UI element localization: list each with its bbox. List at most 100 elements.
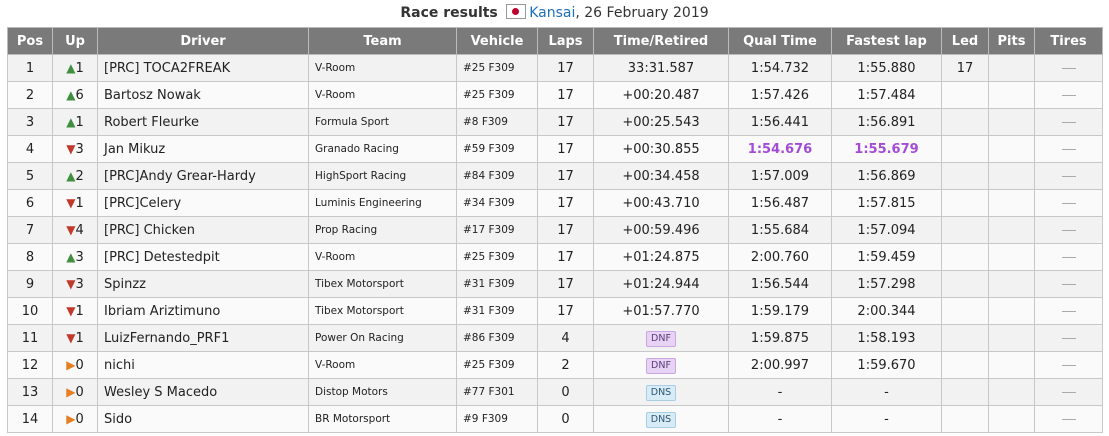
led-cell bbox=[941, 297, 989, 325]
qual-cell: - bbox=[728, 378, 832, 406]
pos-cell: 14 bbox=[7, 405, 53, 433]
tires-cell bbox=[1034, 270, 1103, 298]
time-value: +00:43.710 bbox=[622, 195, 700, 211]
led-cell bbox=[941, 135, 989, 163]
vehicle-cell: #25 F309 bbox=[456, 81, 538, 109]
vehicle-cell: #84 F309 bbox=[456, 162, 538, 190]
qual-cell: 2:00.760 bbox=[728, 243, 832, 271]
pits-cell bbox=[988, 216, 1035, 244]
pits-cell bbox=[988, 351, 1035, 379]
header-driver[interactable]: Driver bbox=[97, 27, 309, 55]
qual-cell: 1:59.875 bbox=[728, 324, 832, 352]
dash-icon bbox=[1061, 229, 1076, 231]
driver-cell: Robert Fleurke bbox=[97, 108, 309, 136]
led-cell bbox=[941, 351, 989, 379]
header-up[interactable]: Up bbox=[52, 27, 98, 55]
up-cell: ▼1 bbox=[52, 297, 98, 325]
pits-cell bbox=[988, 54, 1035, 82]
dash-icon bbox=[1061, 391, 1076, 393]
fastest-cell: 1:57.094 bbox=[831, 216, 942, 244]
pos-cell: 7 bbox=[7, 216, 53, 244]
laps-cell: 17 bbox=[537, 162, 594, 190]
laps-cell: 17 bbox=[537, 135, 594, 163]
qual-cell: 1:56.487 bbox=[728, 189, 832, 217]
driver-cell: [PRC] TOCA2FREAK bbox=[97, 54, 309, 82]
header-tires[interactable]: Tires bbox=[1034, 27, 1103, 55]
header-row: Pos Up Driver Team Vehicle Laps Time/Ret… bbox=[7, 27, 1103, 55]
up-cell: ▲3 bbox=[52, 243, 98, 271]
qual-cell: 1:55.684 bbox=[728, 216, 832, 244]
tires-cell bbox=[1034, 378, 1103, 406]
driver-cell: Sido bbox=[97, 405, 309, 433]
team-cell: V-Room bbox=[308, 81, 457, 109]
up-cell: ▼1 bbox=[52, 324, 98, 352]
team-cell: V-Room bbox=[308, 54, 457, 82]
time-cell: +00:34.458 bbox=[593, 162, 729, 190]
header-pits[interactable]: Pits bbox=[988, 27, 1035, 55]
tires-cell bbox=[1034, 297, 1103, 325]
tires-cell bbox=[1034, 351, 1103, 379]
pits-cell bbox=[988, 270, 1035, 298]
pos-cell: 13 bbox=[7, 378, 53, 406]
driver-cell: LuizFernando_PRF1 bbox=[97, 324, 309, 352]
table-row: 8 ▲3 [PRC] Detestedpit V-Room #25 F309 17 +01:… bbox=[7, 243, 1103, 271]
vehicle-cell: #25 F309 bbox=[456, 243, 538, 271]
tires-cell bbox=[1034, 135, 1103, 163]
vehicle-cell: #86 F309 bbox=[456, 324, 538, 352]
table-row: 5 ▲2 [PRC]Andy Grear-Hardy HighSport Racing… bbox=[7, 162, 1103, 190]
time-cell: +00:43.710 bbox=[593, 189, 729, 217]
pits-cell bbox=[988, 162, 1035, 190]
laps-cell: 17 bbox=[537, 270, 594, 298]
status-badge-dns: DNS bbox=[645, 411, 677, 428]
up-value: 3 bbox=[75, 276, 84, 292]
time-cell: +00:25.543 bbox=[593, 108, 729, 136]
header-led[interactable]: Led bbox=[941, 27, 989, 55]
vehicle-cell: #25 F309 bbox=[456, 54, 538, 82]
team-cell: Distop Motors bbox=[308, 378, 457, 406]
pos-cell: 11 bbox=[7, 324, 53, 352]
fastest-cell: 1:58.193 bbox=[831, 324, 942, 352]
up-cell: ▲1 bbox=[52, 108, 98, 136]
up-value: 4 bbox=[75, 222, 84, 238]
table-row: 3 ▲1 Robert Fleurke Formula Sport #8 F309 17 +… bbox=[7, 108, 1103, 136]
up-cell: ▲6 bbox=[52, 81, 98, 109]
triangle-down-icon: ▼ bbox=[66, 195, 76, 210]
header-team[interactable]: Team bbox=[308, 27, 457, 55]
header-time[interactable]: Time/Retired bbox=[593, 27, 729, 55]
header-qual[interactable]: Qual Time bbox=[728, 27, 832, 55]
fastest-cell: 1:59.670 bbox=[831, 351, 942, 379]
tires-cell bbox=[1034, 216, 1103, 244]
caption-title: Race results bbox=[400, 5, 498, 21]
time-cell: +00:20.487 bbox=[593, 81, 729, 109]
qual-cell: 1:59.179 bbox=[728, 297, 832, 325]
pits-cell bbox=[988, 378, 1035, 406]
header-vehicle[interactable]: Vehicle bbox=[456, 27, 538, 55]
pits-cell bbox=[988, 189, 1035, 217]
vehicle-cell: #31 F309 bbox=[456, 297, 538, 325]
table-row: 14 ▶0 Sido BR Motorsport #9 F309 0 DNS - - bbox=[7, 405, 1103, 433]
header-fastest[interactable]: Fastest lap bbox=[831, 27, 942, 55]
laps-cell: 17 bbox=[537, 54, 594, 82]
fastest-cell: 1:57.484 bbox=[831, 81, 942, 109]
pits-cell bbox=[988, 81, 1035, 109]
team-cell: Tibex Motorsport bbox=[308, 297, 457, 325]
table-row: 9 ▼3 Spinzz Tibex Motorsport #31 F309 17 +01:2… bbox=[7, 270, 1103, 298]
led-cell: 17 bbox=[941, 54, 989, 82]
header-laps[interactable]: Laps bbox=[537, 27, 594, 55]
dash-icon bbox=[1061, 202, 1076, 204]
up-value: 1 bbox=[75, 195, 84, 211]
fastest-cell: - bbox=[831, 405, 942, 433]
tires-cell bbox=[1034, 189, 1103, 217]
tires-cell bbox=[1034, 405, 1103, 433]
time-value: +01:24.875 bbox=[622, 249, 700, 265]
header-pos[interactable]: Pos bbox=[7, 27, 53, 55]
laps-cell: 2 bbox=[537, 351, 594, 379]
up-cell: ▼3 bbox=[52, 135, 98, 163]
location-link[interactable]: Kansai bbox=[529, 5, 576, 21]
time-cell: DNS bbox=[593, 405, 729, 433]
qual-cell: 1:57.009 bbox=[728, 162, 832, 190]
triangle-down-icon: ▼ bbox=[66, 141, 76, 156]
team-cell: V-Room bbox=[308, 351, 457, 379]
triangle-up-icon: ▲ bbox=[66, 249, 76, 264]
table-row: 13 ▶0 Wesley S Macedo Distop Motors #77 F301… bbox=[7, 378, 1103, 406]
